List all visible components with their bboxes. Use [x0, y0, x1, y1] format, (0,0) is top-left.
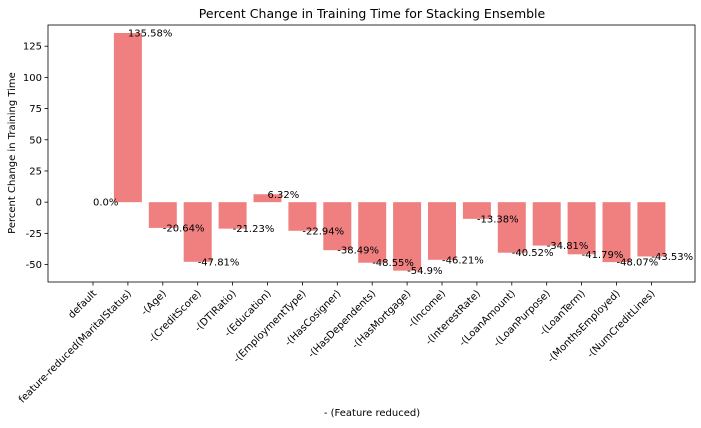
bar-10 — [428, 202, 456, 260]
data-label-2: -20.64% — [163, 223, 205, 234]
x-tick-label-0: default — [66, 288, 99, 321]
bar-16 — [637, 202, 666, 257]
bar-9 — [393, 202, 422, 271]
bar-11 — [462, 202, 491, 219]
data-label-0: 0.0% — [93, 198, 118, 209]
data-label-15: -48.07% — [617, 258, 659, 269]
data-label-3: -47.81% — [198, 257, 240, 268]
bar-15 — [602, 202, 631, 263]
data-label-7: -38.49% — [337, 246, 379, 257]
data-label-11: -13.38% — [477, 214, 519, 225]
data-label-1: 135.58% — [128, 29, 172, 40]
data-label-6: -22.94% — [302, 226, 344, 237]
y-tick-label: 0 — [36, 198, 42, 209]
y-tick-label: 100 — [23, 73, 42, 84]
data-label-9: -54.9% — [407, 266, 442, 277]
bar-4 — [218, 202, 247, 229]
bar-13 — [532, 202, 561, 246]
y-tick-label: -50 — [26, 260, 42, 271]
data-label-14: -41.79% — [582, 250, 624, 261]
data-label-8: -48.55% — [372, 258, 414, 269]
bar-1 — [113, 33, 142, 203]
bar-2 — [148, 202, 177, 228]
x-axis-label: - (Feature reduced) — [324, 408, 420, 419]
y-tick-label: 125 — [23, 42, 42, 53]
data-label-10: -46.21% — [442, 255, 484, 266]
plot-area: 0.0% 135.58% -20.64% -47.81% -21.23% 6.32% -22… — [17, 24, 696, 405]
data-label-12: -40.52% — [512, 248, 554, 259]
y-tick-label: 75 — [29, 104, 42, 115]
y-tick-label: 25 — [29, 166, 42, 177]
data-label-4: -21.23% — [233, 224, 275, 235]
bar-8 — [358, 202, 387, 263]
x-tick-label-2: -(Age) — [139, 288, 169, 318]
data-label-16: -43.53% — [651, 252, 693, 263]
bar-12 — [497, 202, 526, 253]
bar-6 — [288, 202, 317, 231]
data-label-13: -34.81% — [547, 241, 589, 252]
bar-5 — [253, 194, 282, 203]
y-tick-label: -25 — [26, 229, 42, 240]
bar-14 — [567, 202, 596, 255]
bar-3 — [183, 202, 212, 262]
data-label-5: 6.32% — [268, 190, 300, 201]
plot-frame — [47, 24, 696, 283]
bar-7 — [323, 202, 352, 251]
x-tick-label-16: -(NumCreditLines) — [585, 288, 657, 360]
y-axis-label: Percent Change in Training Time — [7, 72, 18, 234]
x-tick-label-9: -(HasMortgage) — [350, 288, 413, 351]
chart-title: Percent Change in Training Time for Stac… — [199, 6, 546, 21]
y-tick-label: 50 — [29, 135, 42, 146]
x-tick-label-8: -(HasDependents) — [306, 288, 378, 360]
